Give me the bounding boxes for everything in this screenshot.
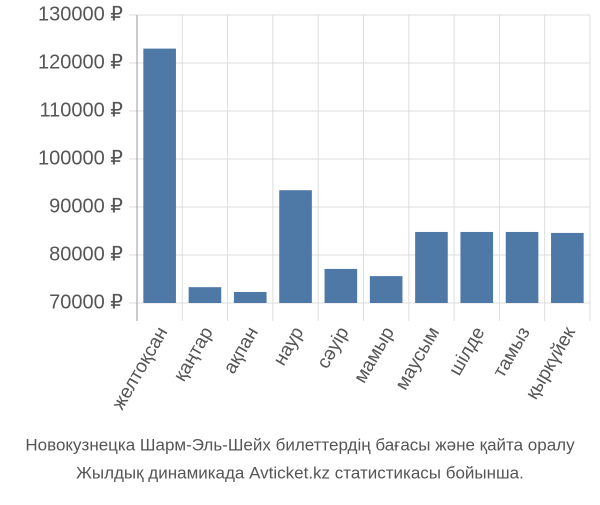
x-tick-label: желтоқсан — [108, 324, 172, 414]
x-tick-label: қаңтар — [170, 324, 218, 386]
y-tick-label: 100000 ₽ — [38, 147, 123, 169]
x-tick-label: маусым — [391, 324, 444, 394]
y-tick-label: 130000 ₽ — [38, 3, 123, 25]
bar — [233, 291, 267, 303]
x-tick-label: шілде — [445, 324, 489, 380]
bar — [279, 190, 312, 303]
bar — [369, 276, 403, 303]
y-tick-label: 120000 ₽ — [38, 51, 123, 73]
x-tick-label: мамыр — [350, 324, 399, 387]
bar — [143, 48, 176, 303]
y-tick-label: 80000 ₽ — [49, 243, 123, 265]
bar — [551, 232, 584, 303]
x-tick-label: тамыз — [489, 324, 534, 382]
bar — [188, 287, 222, 303]
x-tick-label: ақпан — [220, 324, 263, 378]
bar — [460, 231, 494, 303]
chart-title: Новокузнецка Шарм-Эль-Шейх билеттердің б… — [25, 435, 575, 454]
y-tick-label: 110000 ₽ — [39, 99, 123, 121]
chart-subtitle: Жылдық динамикада Avticket.kz статистика… — [76, 463, 524, 482]
x-tick-label: сәуір — [313, 324, 353, 373]
x-tick-label: наур — [270, 324, 309, 370]
bar — [505, 231, 539, 303]
y-tick-label: 90000 ₽ — [49, 195, 123, 217]
bar — [324, 268, 358, 303]
bar — [415, 231, 448, 303]
y-tick-label: 70000 ₽ — [49, 291, 123, 313]
